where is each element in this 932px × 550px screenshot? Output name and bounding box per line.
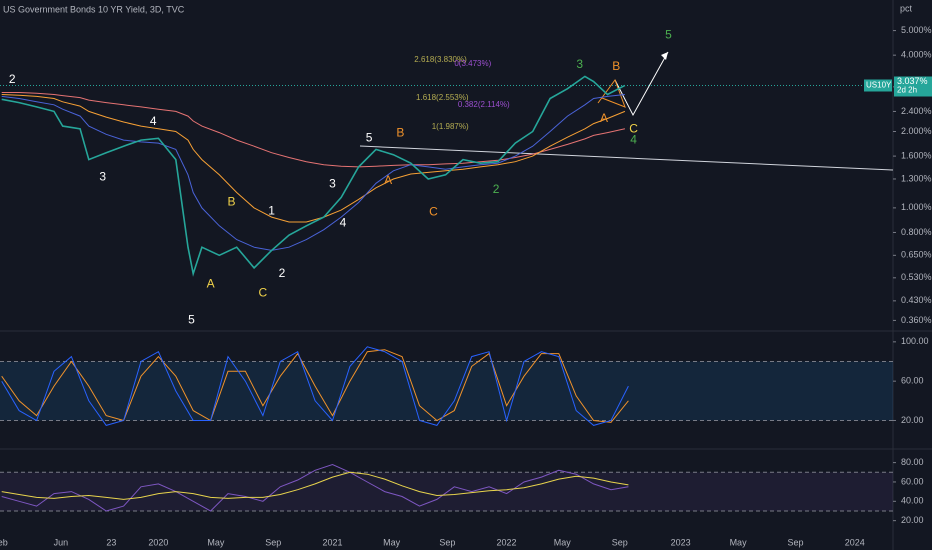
annotation: 5: [366, 131, 373, 145]
x-tick-label: May: [207, 537, 225, 547]
series-line: [1, 463, 629, 512]
y-tick-label: 0.530%: [901, 272, 932, 282]
annotation: 4: [630, 132, 637, 146]
price-tag-label: 3.037%: [897, 76, 928, 86]
x-tick-label: May: [383, 537, 401, 547]
y-tick-label: 1.300%: [901, 173, 932, 183]
annotation: 3: [329, 176, 336, 190]
annotation: 5: [188, 313, 195, 327]
y-tick-label: 1.000%: [901, 202, 932, 212]
symbol-tag-bg: [864, 79, 892, 92]
annotation: 0(3.473%): [454, 59, 491, 68]
y-tick-label: 20.00: [901, 515, 924, 525]
annotation: 1.618(2.553%): [416, 93, 469, 102]
annotation: A: [600, 111, 608, 125]
x-tick-label: 23: [106, 537, 116, 547]
plot: 5.000%4.000%3.000%2.400%2.000%1.600%1.30…: [0, 25, 932, 547]
annotation: 2: [9, 72, 16, 86]
y-tick-label: 2.400%: [901, 106, 932, 116]
annotation: C: [259, 286, 268, 300]
annotation: A: [384, 173, 392, 187]
x-tick-label: 2022: [497, 537, 517, 547]
y-tick-label: 0.800%: [901, 227, 932, 237]
annotation: A: [207, 276, 215, 290]
x-tick-label: Jun: [54, 537, 69, 547]
annotation: C: [629, 122, 638, 136]
y-tick-label: 0.650%: [901, 250, 932, 260]
countdown: 2d 2h: [897, 86, 917, 95]
y-tick-label: 60.00: [901, 376, 924, 386]
series-line: [1, 346, 629, 426]
oscillator-band: [0, 361, 893, 421]
price-tag-bg: [894, 76, 932, 97]
x-tick-label: 2021: [322, 537, 342, 547]
annotation: B: [612, 59, 620, 73]
x-tick-label: Sep: [788, 537, 804, 547]
series-line: [1, 471, 629, 500]
axis-label: pct: [900, 3, 913, 13]
y-tick-label: 4.000%: [901, 50, 932, 60]
series-line: [1, 92, 626, 168]
annotation: 3: [576, 57, 583, 71]
arrow-head: [661, 52, 668, 60]
annotation: B: [228, 195, 236, 209]
projection: [614, 51, 669, 117]
chart-title: US Government Bonds 10 YR Yield, 3D, TVC: [3, 4, 185, 14]
symbol-tag: US10Y: [866, 81, 892, 90]
oscillator-band: [0, 472, 893, 511]
annotation: 2.618(3.830%): [414, 55, 467, 64]
x-tick-label: 2020: [148, 537, 168, 547]
x-tick-label: May: [554, 537, 572, 547]
y-tick-label: 1.600%: [901, 150, 932, 160]
series-line: [1, 94, 625, 251]
y-tick-label: 80.00: [901, 457, 924, 467]
x-tick-label: Feb: [0, 537, 8, 547]
series-line: [1, 94, 626, 223]
annotation: 2: [279, 266, 286, 280]
x-tick-label: Sep: [265, 537, 281, 547]
annotation: 1: [268, 203, 275, 217]
y-tick-label: 2.000%: [901, 126, 932, 136]
annotation: 2: [493, 182, 500, 196]
y-tick-label: 0.360%: [901, 315, 932, 325]
annotation: C: [429, 205, 438, 219]
y-tick-label: 60.00: [901, 476, 924, 486]
y-tick-label: 0.430%: [901, 295, 932, 305]
annotation: B: [396, 125, 404, 139]
x-tick-label: May: [730, 537, 748, 547]
y-tick-label: 5.000%: [901, 25, 932, 35]
x-tick-label: 2023: [671, 537, 691, 547]
series-line: [1, 75, 626, 277]
y-tick-label: 40.00: [901, 496, 924, 506]
x-tick-label: 2024: [845, 537, 865, 547]
x-tick-label: Sep: [439, 537, 455, 547]
wave-path: [597, 78, 626, 108]
annotation: 5: [665, 28, 672, 42]
trend-line: [359, 145, 894, 171]
series-line: [1, 349, 629, 423]
y-tick-label: 100.00: [901, 336, 929, 346]
x-tick-label: Sep: [612, 537, 628, 547]
y-tick-label: 20.00: [901, 415, 924, 425]
annotation: 4: [340, 215, 347, 229]
annotation: 3: [99, 169, 106, 183]
annotation: 4: [150, 114, 157, 128]
annotation: 1(1.987%): [432, 122, 469, 131]
annotation: 0.382(2.114%): [458, 100, 510, 109]
